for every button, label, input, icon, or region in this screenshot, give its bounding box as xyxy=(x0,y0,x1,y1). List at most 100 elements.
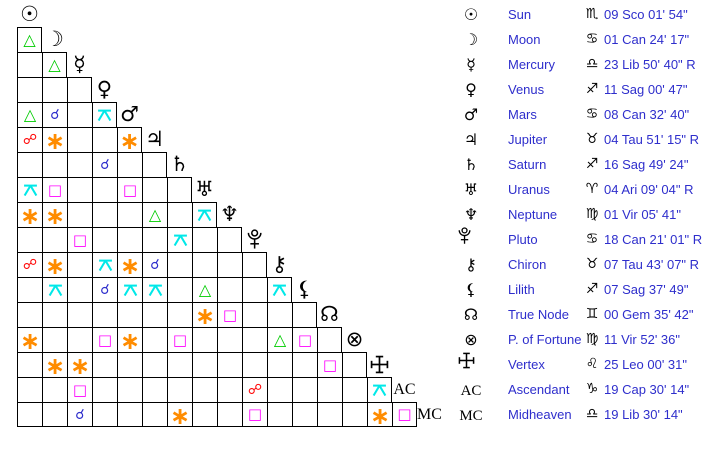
aspect-cell-ascendant-true-node xyxy=(317,377,342,402)
planet-row-uranus: ♅ Uranus ♈ 04 Ari 09' 04" R xyxy=(458,177,705,202)
moon-symbol-cell: ☽ xyxy=(458,27,484,52)
aspect-cell-saturn-jupiter xyxy=(142,152,167,177)
aspect-cell-lilith-mars xyxy=(117,277,142,302)
aspect-cell-vertex-sun xyxy=(17,352,42,377)
aspect-cell-lilith-mercury xyxy=(67,277,92,302)
pluto-glyph-drawing xyxy=(247,229,262,249)
aspect-cell-vertex-pluto xyxy=(242,352,267,377)
diagonal-mercury-glyph-cell: ☿ xyxy=(67,52,92,77)
planet-row-lilith: ⚸ Lilith ♐ 07 Sag 37' 49" xyxy=(458,277,705,302)
aspect-cell-pluto-saturn xyxy=(167,227,192,252)
p-of-fortune-symbol-cell: ⊗ xyxy=(458,327,484,352)
vertex-symbol-cell xyxy=(458,352,484,369)
planet-position: 01 Vir 05' 41" xyxy=(604,207,681,222)
aspect-cell-uranus-moon: □ xyxy=(42,177,67,202)
true-node-glyph: ☊ xyxy=(320,302,339,326)
planet-name: Uranus xyxy=(508,182,550,197)
planet-name: Chiron xyxy=(508,257,547,272)
aspect-cell-saturn-venus: ☌ xyxy=(92,152,117,177)
aspect-cell-jupiter-mercury xyxy=(67,127,92,152)
quincunx-aspect-drawing xyxy=(23,184,37,196)
aspect-cell-chiron-sun: ☍ xyxy=(17,252,42,277)
aspect-cell-p-of-fortune-pluto xyxy=(242,327,267,352)
aspect-cell-p-of-fortune-neptune xyxy=(217,327,242,352)
aspect-cell-vertex-mercury: ∗ xyxy=(67,352,92,380)
uranus-symbol-cell: ♅ xyxy=(458,177,484,202)
aspect-cell-uranus-jupiter xyxy=(142,177,167,202)
sextile-aspect-symbol: ∗ xyxy=(44,252,66,280)
aspect-cell-chiron-mercury xyxy=(67,252,92,277)
moon-glyph: ☽ xyxy=(463,30,479,49)
planet-name: Moon xyxy=(508,32,541,47)
trine-aspect-symbol: △ xyxy=(23,105,37,124)
aspect-cell-midheaven-uranus xyxy=(192,402,217,427)
mercury-glyph: ☿ xyxy=(466,55,476,74)
aspect-cell-uranus-saturn xyxy=(167,177,192,202)
aspect-cell-lilith-saturn xyxy=(167,277,192,302)
aspect-cell-p-of-fortune-true-node xyxy=(317,327,342,352)
aspect-cell-midheaven-mars xyxy=(117,402,142,427)
planet-position: 16 Sag 49' 24" xyxy=(604,157,689,172)
venus-symbol-cell: ♀ xyxy=(458,77,484,102)
midheaven-sign-glyph: ♎ xyxy=(585,406,599,422)
mercury-symbol-cell: ☿ xyxy=(458,52,484,77)
aspect-cell-pluto-uranus xyxy=(192,227,217,252)
aspect-cell-saturn-moon xyxy=(42,152,67,177)
square-aspect-symbol: □ xyxy=(72,380,88,399)
planet-position: 23 Lib 50' 40" R xyxy=(604,57,696,72)
sextile-aspect-symbol: ∗ xyxy=(119,127,140,155)
square-aspect-symbol: □ xyxy=(72,230,88,249)
aspect-cell-chiron-mars: ∗ xyxy=(117,252,142,278)
aspect-cell-neptune-venus xyxy=(92,202,117,227)
aspect-cell-ascendant-chiron xyxy=(267,377,292,402)
aspect-cell-pluto-jupiter xyxy=(142,227,167,252)
planet-name: Mercury xyxy=(508,57,555,72)
planet-position: 04 Tau 51' 15" R xyxy=(604,132,700,147)
aspect-cell-vertex-moon: ∗ xyxy=(42,352,67,378)
aspect-cell-midheaven-lilith xyxy=(292,402,317,427)
mars-glyph: ♂ xyxy=(120,102,139,126)
aspect-cell-ascendant-saturn xyxy=(167,377,192,402)
planet-name: Lilith xyxy=(508,282,535,297)
aspect-cell-chiron-venus xyxy=(92,252,117,277)
mars-symbol-cell: ♂ xyxy=(458,102,484,127)
aspect-cell-lilith-neptune xyxy=(217,277,242,302)
jupiter-sign-glyph: ♉ xyxy=(585,131,599,147)
planet-position: 18 Can 21' 01" R xyxy=(604,232,703,247)
sextile-aspect-symbol: ∗ xyxy=(44,202,66,230)
aspect-cell-midheaven-venus xyxy=(92,402,117,427)
sextile-aspect-symbol: ∗ xyxy=(69,352,91,380)
aspect-cell-neptune-uranus xyxy=(192,202,217,227)
quincunx-aspect-drawing xyxy=(173,234,187,246)
diagonal-pluto-glyph-cell xyxy=(242,227,267,252)
planet-row-true-node: ☊ True Node ♊ 00 Gem 35' 42" xyxy=(458,302,705,327)
planet-row-mars: ♂ Mars ♋ 08 Can 32' 40" xyxy=(458,102,705,127)
aspect-cell-midheaven-moon xyxy=(42,402,67,427)
saturn-glyph: ♄ xyxy=(170,152,189,176)
planet-position: 04 Ari 09' 04" R xyxy=(604,182,694,197)
aspect-cell-vertex-uranus xyxy=(192,352,217,377)
chiron-symbol-cell: ⚷ xyxy=(458,252,484,277)
planet-name: Ascendant xyxy=(508,382,570,397)
saturn-sign-glyph: ♐ xyxy=(585,156,599,172)
true-node-sign-glyph: ♊ xyxy=(585,306,599,322)
aspect-cell-chiron-uranus xyxy=(192,252,217,277)
aspect-cell-vertex-neptune xyxy=(217,352,242,377)
vertex-sign-glyph: ♌ xyxy=(585,356,599,372)
planet-name: Sun xyxy=(508,7,532,22)
aspect-cell-saturn-mars xyxy=(117,152,142,177)
trine-aspect-symbol: △ xyxy=(48,55,61,74)
planet-row-mercury: ☿ Mercury ♎ 23 Lib 50' 40" R xyxy=(458,52,705,77)
aspect-cell-true-node-mercury xyxy=(67,302,92,327)
true-node-glyph: ☊ xyxy=(463,305,479,324)
neptune-glyph: ♆ xyxy=(220,202,239,226)
pluto-glyph-drawing xyxy=(458,227,471,244)
planet-position: 25 Leo 00' 31" xyxy=(604,357,688,372)
planet-name: Vertex xyxy=(508,357,545,372)
sun-sign-glyph: ♏ xyxy=(585,6,599,22)
aspect-cell-midheaven-true-node xyxy=(317,402,342,427)
quincunx-aspect-drawing xyxy=(98,259,112,271)
aspect-cell-ascendant-moon xyxy=(42,377,67,402)
planet-row-saturn: ♄ Saturn ♐ 16 Sag 49' 24" xyxy=(458,152,705,177)
